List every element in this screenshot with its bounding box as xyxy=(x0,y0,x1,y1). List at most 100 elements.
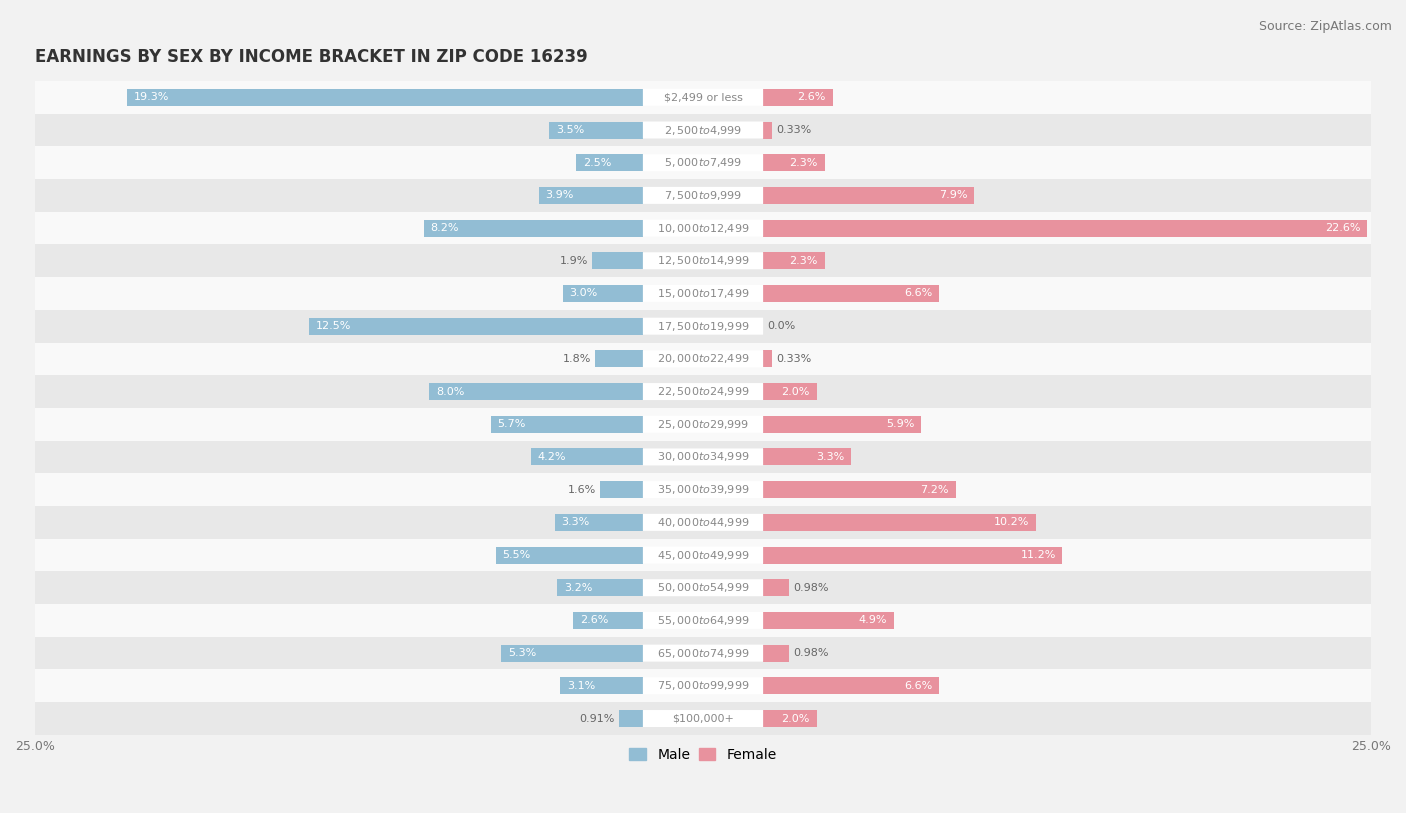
Text: $20,000 to $22,499: $20,000 to $22,499 xyxy=(657,352,749,365)
Text: 5.9%: 5.9% xyxy=(886,420,914,429)
FancyBboxPatch shape xyxy=(643,350,763,367)
Text: $5,000 to $7,499: $5,000 to $7,499 xyxy=(664,156,742,169)
Text: 1.6%: 1.6% xyxy=(568,485,596,494)
Text: 2.3%: 2.3% xyxy=(790,256,818,266)
FancyBboxPatch shape xyxy=(643,318,763,335)
Text: 4.2%: 4.2% xyxy=(537,452,565,462)
Bar xyxy=(550,121,643,138)
Bar xyxy=(763,710,817,727)
Bar xyxy=(595,350,643,367)
Bar xyxy=(763,154,824,172)
Bar xyxy=(127,89,643,106)
Bar xyxy=(763,187,974,204)
Bar xyxy=(763,415,921,433)
Text: 0.33%: 0.33% xyxy=(776,354,811,364)
FancyBboxPatch shape xyxy=(643,220,763,237)
Bar xyxy=(35,245,1371,277)
FancyBboxPatch shape xyxy=(643,154,763,172)
Text: $55,000 to $64,999: $55,000 to $64,999 xyxy=(657,614,749,627)
Bar xyxy=(763,252,824,269)
Bar xyxy=(763,612,894,629)
Bar xyxy=(763,350,772,367)
Bar xyxy=(592,252,643,269)
Text: 0.33%: 0.33% xyxy=(776,125,811,135)
Text: 1.8%: 1.8% xyxy=(562,354,591,364)
Text: $25,000 to $29,999: $25,000 to $29,999 xyxy=(657,418,749,431)
FancyBboxPatch shape xyxy=(643,710,763,727)
Text: $2,500 to $4,999: $2,500 to $4,999 xyxy=(664,124,742,137)
Bar xyxy=(763,121,772,138)
Text: $22,500 to $24,999: $22,500 to $24,999 xyxy=(657,385,749,398)
Bar xyxy=(763,546,1063,563)
Text: 0.91%: 0.91% xyxy=(579,714,614,724)
Bar xyxy=(763,285,939,302)
Bar xyxy=(35,669,1371,702)
Bar xyxy=(763,677,939,694)
Bar xyxy=(538,187,643,204)
Bar xyxy=(557,579,643,596)
Text: 3.9%: 3.9% xyxy=(546,190,574,200)
Bar xyxy=(600,481,643,498)
Text: 4.9%: 4.9% xyxy=(859,615,887,625)
Text: 5.5%: 5.5% xyxy=(502,550,531,560)
Bar xyxy=(763,579,789,596)
Text: 11.2%: 11.2% xyxy=(1021,550,1056,560)
FancyBboxPatch shape xyxy=(643,514,763,531)
Text: $75,000 to $99,999: $75,000 to $99,999 xyxy=(657,680,749,693)
Text: 2.6%: 2.6% xyxy=(581,615,609,625)
Bar xyxy=(619,710,643,727)
FancyBboxPatch shape xyxy=(643,383,763,400)
Bar xyxy=(35,376,1371,408)
Bar xyxy=(496,546,643,563)
Text: 6.6%: 6.6% xyxy=(904,289,932,298)
Text: 7.9%: 7.9% xyxy=(939,190,967,200)
Bar xyxy=(763,220,1367,237)
Text: 5.3%: 5.3% xyxy=(508,648,536,659)
Text: $17,500 to $19,999: $17,500 to $19,999 xyxy=(657,320,749,333)
Bar xyxy=(763,89,832,106)
Text: 8.0%: 8.0% xyxy=(436,386,464,397)
Bar xyxy=(763,481,956,498)
Text: 8.2%: 8.2% xyxy=(430,223,458,233)
Bar xyxy=(763,514,1036,531)
Bar xyxy=(35,408,1371,441)
Text: 3.0%: 3.0% xyxy=(569,289,598,298)
Text: $65,000 to $74,999: $65,000 to $74,999 xyxy=(657,646,749,659)
FancyBboxPatch shape xyxy=(643,415,763,433)
Bar xyxy=(763,383,817,400)
FancyBboxPatch shape xyxy=(643,481,763,498)
Bar xyxy=(35,179,1371,211)
Bar xyxy=(555,514,643,531)
FancyBboxPatch shape xyxy=(643,89,763,106)
FancyBboxPatch shape xyxy=(643,677,763,694)
Bar xyxy=(560,677,643,694)
Text: 10.2%: 10.2% xyxy=(994,517,1029,528)
FancyBboxPatch shape xyxy=(643,579,763,596)
Bar xyxy=(35,81,1371,114)
Bar xyxy=(491,415,643,433)
Text: $7,500 to $9,999: $7,500 to $9,999 xyxy=(664,189,742,202)
Text: $35,000 to $39,999: $35,000 to $39,999 xyxy=(657,483,749,496)
FancyBboxPatch shape xyxy=(643,645,763,662)
Bar xyxy=(35,211,1371,245)
Bar xyxy=(35,473,1371,506)
Text: 0.98%: 0.98% xyxy=(793,583,828,593)
Bar xyxy=(35,310,1371,342)
FancyBboxPatch shape xyxy=(643,612,763,629)
Text: 19.3%: 19.3% xyxy=(134,93,169,102)
Bar xyxy=(35,342,1371,376)
Text: 2.6%: 2.6% xyxy=(797,93,825,102)
Bar xyxy=(562,285,643,302)
Bar xyxy=(35,604,1371,637)
Text: 6.6%: 6.6% xyxy=(904,680,932,691)
Text: $100,000+: $100,000+ xyxy=(672,714,734,724)
Bar xyxy=(576,154,643,172)
Text: 2.3%: 2.3% xyxy=(790,158,818,167)
Text: 3.5%: 3.5% xyxy=(555,125,585,135)
FancyBboxPatch shape xyxy=(643,546,763,563)
Bar xyxy=(530,449,643,466)
Bar xyxy=(35,702,1371,735)
Bar xyxy=(35,146,1371,179)
Text: 2.5%: 2.5% xyxy=(582,158,612,167)
Text: 3.3%: 3.3% xyxy=(561,517,589,528)
